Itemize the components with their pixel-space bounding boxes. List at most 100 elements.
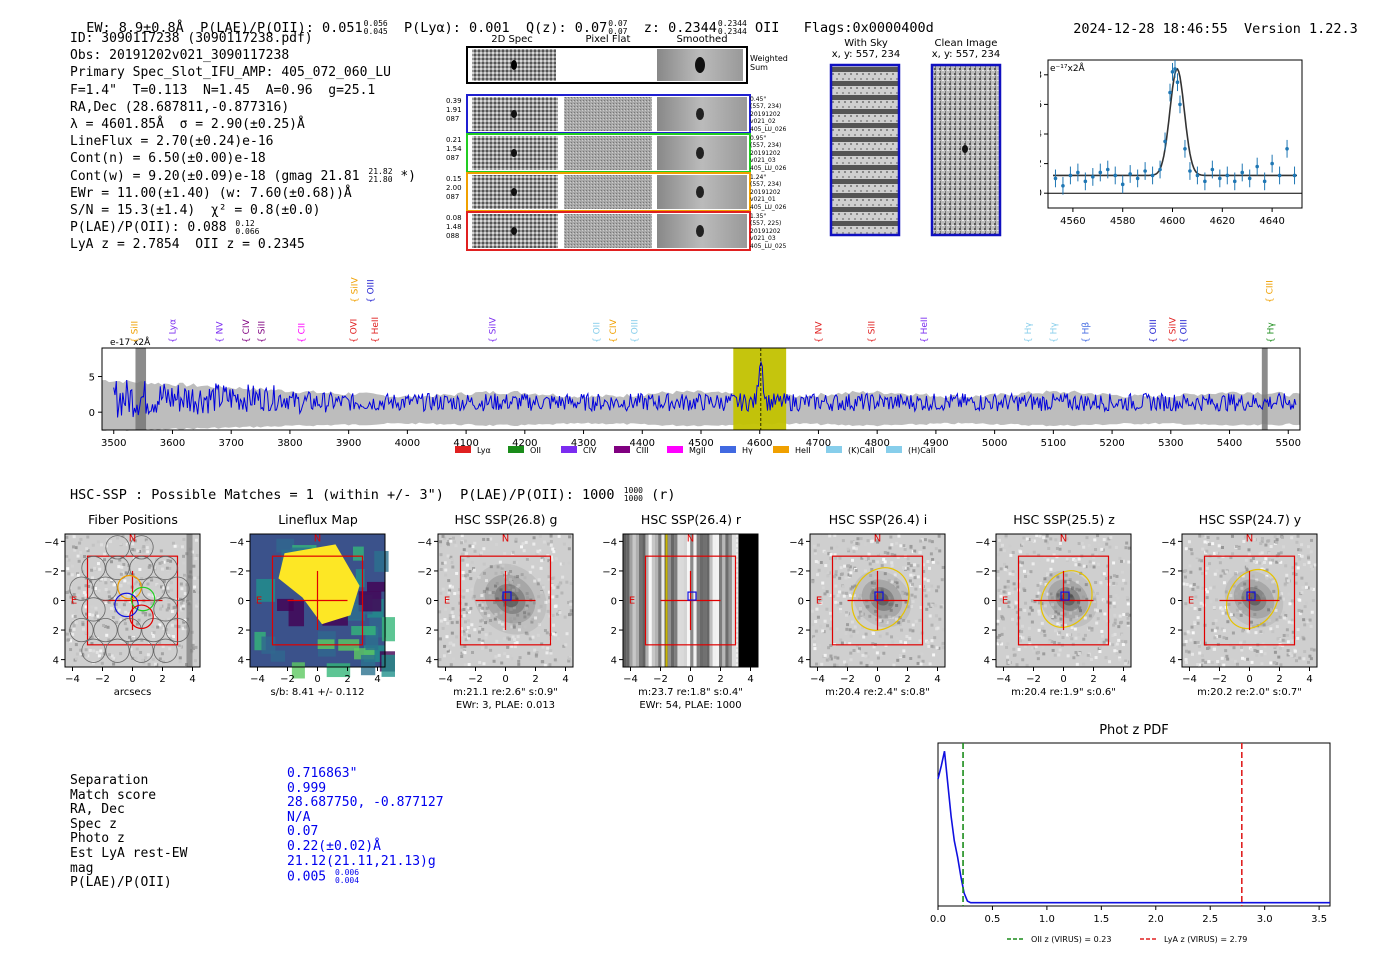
cutout-noise-pixel — [110, 654, 114, 658]
cutout-noise-pixel — [527, 612, 531, 616]
cutout-noise-pixel — [853, 566, 857, 570]
spectrum-legend-swatch — [826, 446, 842, 453]
cutout-noise-pixel — [884, 600, 888, 604]
cutout-noise-pixel — [1118, 650, 1122, 654]
cutout-noise-pixel — [869, 574, 873, 578]
cutout-noise-pixel — [1260, 562, 1264, 566]
cutout-noise-pixel — [1233, 572, 1237, 576]
galaxy-blob — [1047, 579, 1089, 619]
cutout-noise-pixel — [104, 581, 108, 585]
cutout-noise-pixel — [151, 625, 155, 629]
cutout-noise-pixel — [1084, 583, 1088, 587]
cutout-noise-pixel — [890, 635, 894, 639]
cutout-noise-pixel — [878, 634, 882, 638]
cutout-noise-pixel — [1100, 629, 1104, 633]
cutout-noise-pixel — [1277, 655, 1281, 659]
cutout-noise-pixel — [1045, 572, 1049, 576]
cutout-noise-pixel — [481, 618, 485, 622]
header-z: z: 0.2344 — [643, 20, 717, 36]
cutout-noise-pixel — [1094, 580, 1098, 584]
cutout-noise-pixel — [565, 632, 569, 636]
cutout-noise-pixel — [446, 542, 450, 546]
cutout-noise-pixel — [1077, 651, 1081, 655]
cutout-noise-pixel — [1279, 663, 1283, 667]
cutout-noise-pixel — [890, 552, 894, 556]
cutout-noise-pixel — [1108, 660, 1112, 664]
cutout-noise-pixel — [1004, 534, 1008, 538]
cutout-noise-pixel — [506, 655, 510, 659]
cutout-noise-pixel — [1102, 599, 1106, 603]
cutout-noise-pixel — [472, 568, 476, 572]
cutout-noise-pixel — [122, 563, 126, 567]
cutout-noise-pixel — [1002, 626, 1006, 630]
cutout-noise-pixel — [532, 542, 536, 546]
cutout-noise-pixel — [898, 653, 902, 657]
cutout-noise-pixel — [156, 584, 160, 588]
cutout-noise-pixel — [1074, 650, 1078, 654]
cutout-noise-pixel — [1255, 653, 1259, 657]
cutout-noise-pixel — [826, 593, 830, 597]
header-z-lo: 0.2344 — [717, 27, 747, 36]
cutout-noise-pixel — [1278, 615, 1282, 619]
spectrum-line-label: { OVI — [349, 319, 359, 343]
cutout-noise-pixel — [1094, 656, 1098, 660]
clean-image-title: Clean Image x, y: 557, 234 — [930, 38, 1002, 60]
cutout-ytick-label: 4 — [984, 656, 990, 667]
cutout-noise-pixel — [458, 601, 462, 605]
cutout-noise-pixel — [1183, 632, 1187, 636]
cutout-noise-pixel — [895, 581, 899, 585]
spectrum-xtick-label: 4200 — [512, 438, 537, 449]
cutout-noise-pixel — [1269, 561, 1273, 565]
cutout-noise-pixel — [478, 626, 482, 630]
cutout-noise-pixel — [1021, 636, 1025, 640]
cutout-noise-pixel — [80, 556, 84, 560]
stamp-row-right-value: (557, 225) — [750, 220, 782, 228]
cutout-noise-pixel — [1090, 541, 1094, 545]
cutout-noise-pixel — [1066, 654, 1070, 658]
cutout-noise-pixel — [514, 537, 518, 541]
cutout-ytick-label: −4 — [1161, 537, 1176, 548]
cutout-noise-pixel — [561, 575, 565, 579]
cutout-noise-pixel — [81, 611, 85, 615]
cutout-noise-pixel — [928, 614, 932, 618]
cutout-noise-pixel — [839, 566, 843, 570]
cutout-noise-pixel — [511, 635, 515, 639]
cutout-noise-pixel — [1243, 535, 1247, 539]
galaxy-blob — [861, 579, 903, 619]
cutout-noise-pixel — [871, 642, 875, 646]
cutout-noise-pixel — [911, 629, 915, 633]
cutout-noise-pixel — [150, 601, 154, 605]
cutout-noise-pixel — [813, 549, 817, 553]
cutout-noise-pixel — [876, 553, 880, 557]
cutout-noise-pixel — [897, 534, 901, 538]
cutout-noise-pixel — [1033, 600, 1037, 604]
cutout-noise-pixel — [1184, 639, 1188, 643]
cutout-noise-pixel — [910, 593, 914, 597]
cutout-noise-pixel — [1191, 631, 1195, 635]
cutout-noise-pixel — [1234, 592, 1238, 596]
cutout-noise-pixel — [919, 605, 923, 609]
cutout-noise-pixel — [537, 595, 541, 599]
cutout-noise-pixel — [1027, 571, 1031, 575]
cutout-noise-pixel — [1240, 648, 1244, 652]
cutout-noise-pixel — [1121, 570, 1125, 574]
cutout-noise-pixel — [1029, 570, 1033, 574]
galaxy-blob — [875, 592, 889, 606]
cutout-noise-pixel — [84, 648, 88, 652]
cutout-noise-pixel — [444, 607, 448, 611]
cutout-noise-pixel — [841, 591, 845, 595]
cutout-noise-pixel — [478, 553, 482, 557]
cutout-noise-pixel — [1223, 571, 1227, 575]
spectrum-legend-label: CIII — [636, 446, 649, 455]
stamp-row-source — [511, 110, 517, 118]
cutout-noise-pixel — [125, 641, 129, 645]
cutout-noise-pixel — [182, 573, 186, 577]
cutout-noise-pixel — [549, 540, 553, 544]
cutout-r-column — [626, 534, 630, 667]
cutout-noise-pixel — [1273, 535, 1277, 539]
cutout-noise-pixel — [148, 564, 152, 568]
cutout-noise-pixel — [525, 592, 529, 596]
cutout-noise-pixel — [459, 614, 463, 618]
cutout-noise-pixel — [913, 563, 917, 567]
cutout-noise-pixel — [1193, 641, 1197, 645]
